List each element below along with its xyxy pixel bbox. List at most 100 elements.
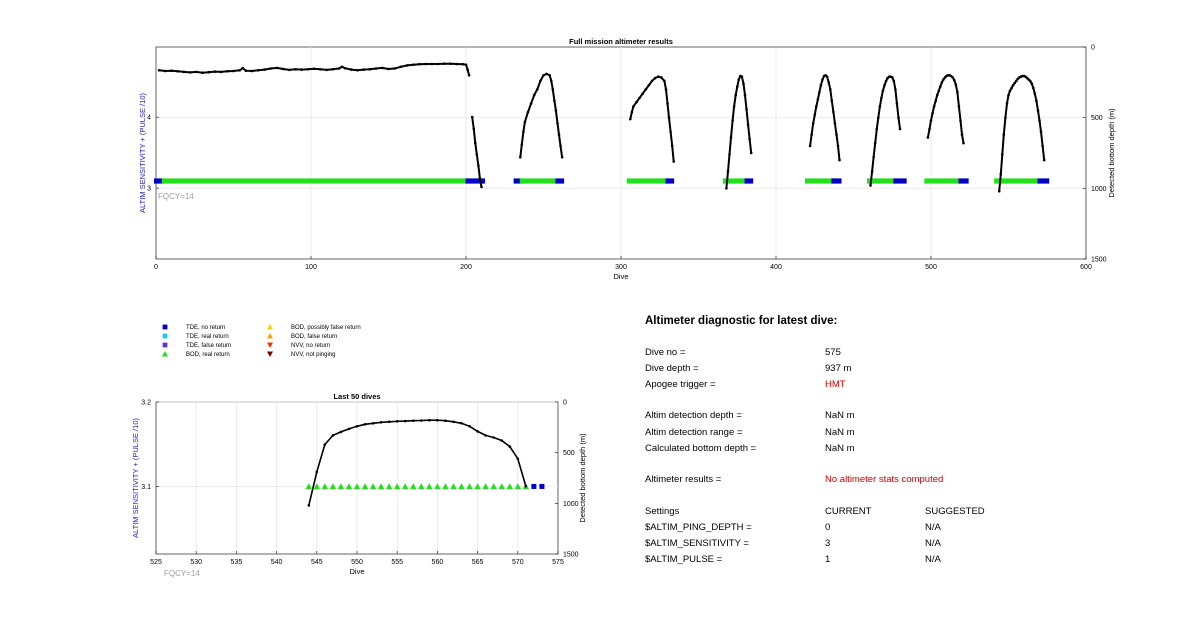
top-depth-point (374, 67, 378, 70)
top-depth-point (405, 64, 409, 67)
bottom-chart-title: Last 50 dives (333, 392, 380, 401)
bottom-bod-real-return-marker (466, 483, 473, 490)
bottom-depth-point (484, 434, 487, 437)
top-depth-point (872, 155, 875, 159)
bottom-left-y-tick-label: 3.2 (141, 400, 151, 407)
top-depth-point (835, 133, 838, 136)
bottom-x-tick-label: 560 (432, 559, 444, 566)
top-depth-point (300, 68, 304, 71)
top-depth-point (746, 123, 750, 126)
top-depth-point (942, 78, 945, 81)
bottom-depth-point (420, 419, 423, 422)
top-x-tick-label: 400 (770, 264, 782, 271)
top-depth-point (934, 99, 937, 102)
top-depth-point (644, 88, 648, 91)
top-depth-point (542, 74, 545, 77)
detection-range-label: Altim detection range = (645, 427, 743, 438)
top-depth-point (1005, 102, 1009, 105)
top-tde-no-return-markers (744, 178, 754, 184)
top-depth-point (553, 99, 556, 102)
top-depth-point (632, 105, 635, 108)
top-depth-point (1008, 89, 1012, 93)
top-depth-point (875, 127, 879, 131)
top-depth-point (539, 79, 542, 83)
apogee-label: Apogee trigger = (645, 379, 716, 390)
bottom-bod-real-return-marker (410, 483, 417, 490)
top-depth-point (1036, 109, 1040, 112)
legend-marker-square (162, 333, 168, 339)
top-depth-point (478, 177, 482, 180)
bottom-right-y-tick-label: 1000 (563, 501, 579, 508)
top-depth-line (519, 72, 564, 158)
setting-row: $ALTIM_PING_DEPTH = 0 N/A (645, 522, 1065, 536)
top-depth-point (474, 141, 477, 145)
bottom-x-axis-label: Dive (349, 567, 364, 576)
suggested-header: SUGGESTED (925, 506, 985, 517)
top-depth-point (455, 62, 459, 66)
top-depth-point (257, 69, 260, 72)
setting-current: 1 (825, 554, 831, 565)
top-depth-point (737, 78, 741, 81)
top-chart-title: Full mission altimeter results (569, 37, 673, 46)
legend-label: BOD, false return (291, 334, 337, 340)
top-depth-point (729, 136, 733, 139)
setting-name: $ALTIM_SENSITIVITY = (645, 538, 749, 549)
bottom-depth-point (331, 434, 335, 437)
legend-label: BOD, possibly false return (291, 325, 361, 331)
top-depth-point (176, 70, 179, 73)
bottom-tde-no-return-marker (539, 483, 545, 489)
top-x-tick-label: 200 (460, 264, 472, 271)
top-depth-point (1038, 119, 1041, 122)
top-x-tick-label: 0 (154, 264, 158, 271)
top-depth-point (897, 116, 900, 119)
top-chart: 0 100 200 300 400 500 600 4 3 0 500 1000 1500 Full m… (138, 37, 1116, 281)
top-depth-point (825, 75, 829, 78)
top-depth-point (288, 68, 291, 72)
top-depth-point (997, 189, 1001, 193)
top-depth-point (430, 62, 434, 66)
bottom-chart: 525 530 535 540 545 550 555 560 565 570 575 3.2 3.1 0… (131, 392, 587, 578)
bottom-bod-real-return-marker (482, 483, 489, 490)
bottom-depth-point (516, 457, 520, 461)
top-depth-point (748, 137, 751, 141)
bottom-depth-point (436, 418, 439, 422)
top-depth-point (669, 130, 672, 134)
top-depth-point (275, 66, 279, 70)
bottom-bod-real-return-marker (361, 483, 369, 490)
top-depth-point (666, 102, 669, 105)
top-depth-point (182, 70, 186, 74)
bottom-depth-point (492, 436, 496, 439)
legend-label: NVV, no return (291, 343, 330, 349)
top-depth-point (1015, 79, 1018, 83)
top-depth-point (954, 83, 958, 86)
bottom-x-tick-label: 555 (391, 559, 403, 566)
altimeter-results-label: Altimeter results = (645, 474, 722, 485)
top-depth-point (362, 68, 366, 71)
top-depth-point (312, 67, 316, 71)
top-depth-point (554, 109, 558, 112)
top-depth-point (157, 69, 161, 72)
top-tde-no-return-markers (513, 178, 523, 184)
bottom-right-y-tick-label: 1500 (563, 552, 579, 559)
top-bod-real-return-markers (867, 178, 896, 184)
top-depth-point (281, 67, 285, 71)
top-depth-point (999, 172, 1003, 176)
top-depth-point (557, 133, 561, 136)
top-tde-no-return-markers (893, 178, 907, 184)
top-depth-point (647, 83, 651, 87)
top-marks (154, 62, 1050, 193)
bottom-bod-real-return-marker (402, 483, 409, 490)
top-depth-point (816, 98, 820, 101)
top-depth-point (731, 119, 734, 122)
diagnostic-title: Altimeter diagnostic for latest dive: (645, 315, 838, 327)
top-depth-point (1002, 133, 1006, 136)
legend-marker-triangle (162, 351, 168, 357)
top-depth-point (883, 83, 886, 87)
top-depth-point (536, 88, 539, 91)
top-depth-point (951, 76, 954, 79)
top-depth-point (306, 68, 310, 71)
bottom-depth-point (323, 443, 327, 446)
top-depth-point (325, 68, 328, 72)
bottom-depth-point (444, 419, 447, 423)
top-depth-point (891, 76, 894, 79)
